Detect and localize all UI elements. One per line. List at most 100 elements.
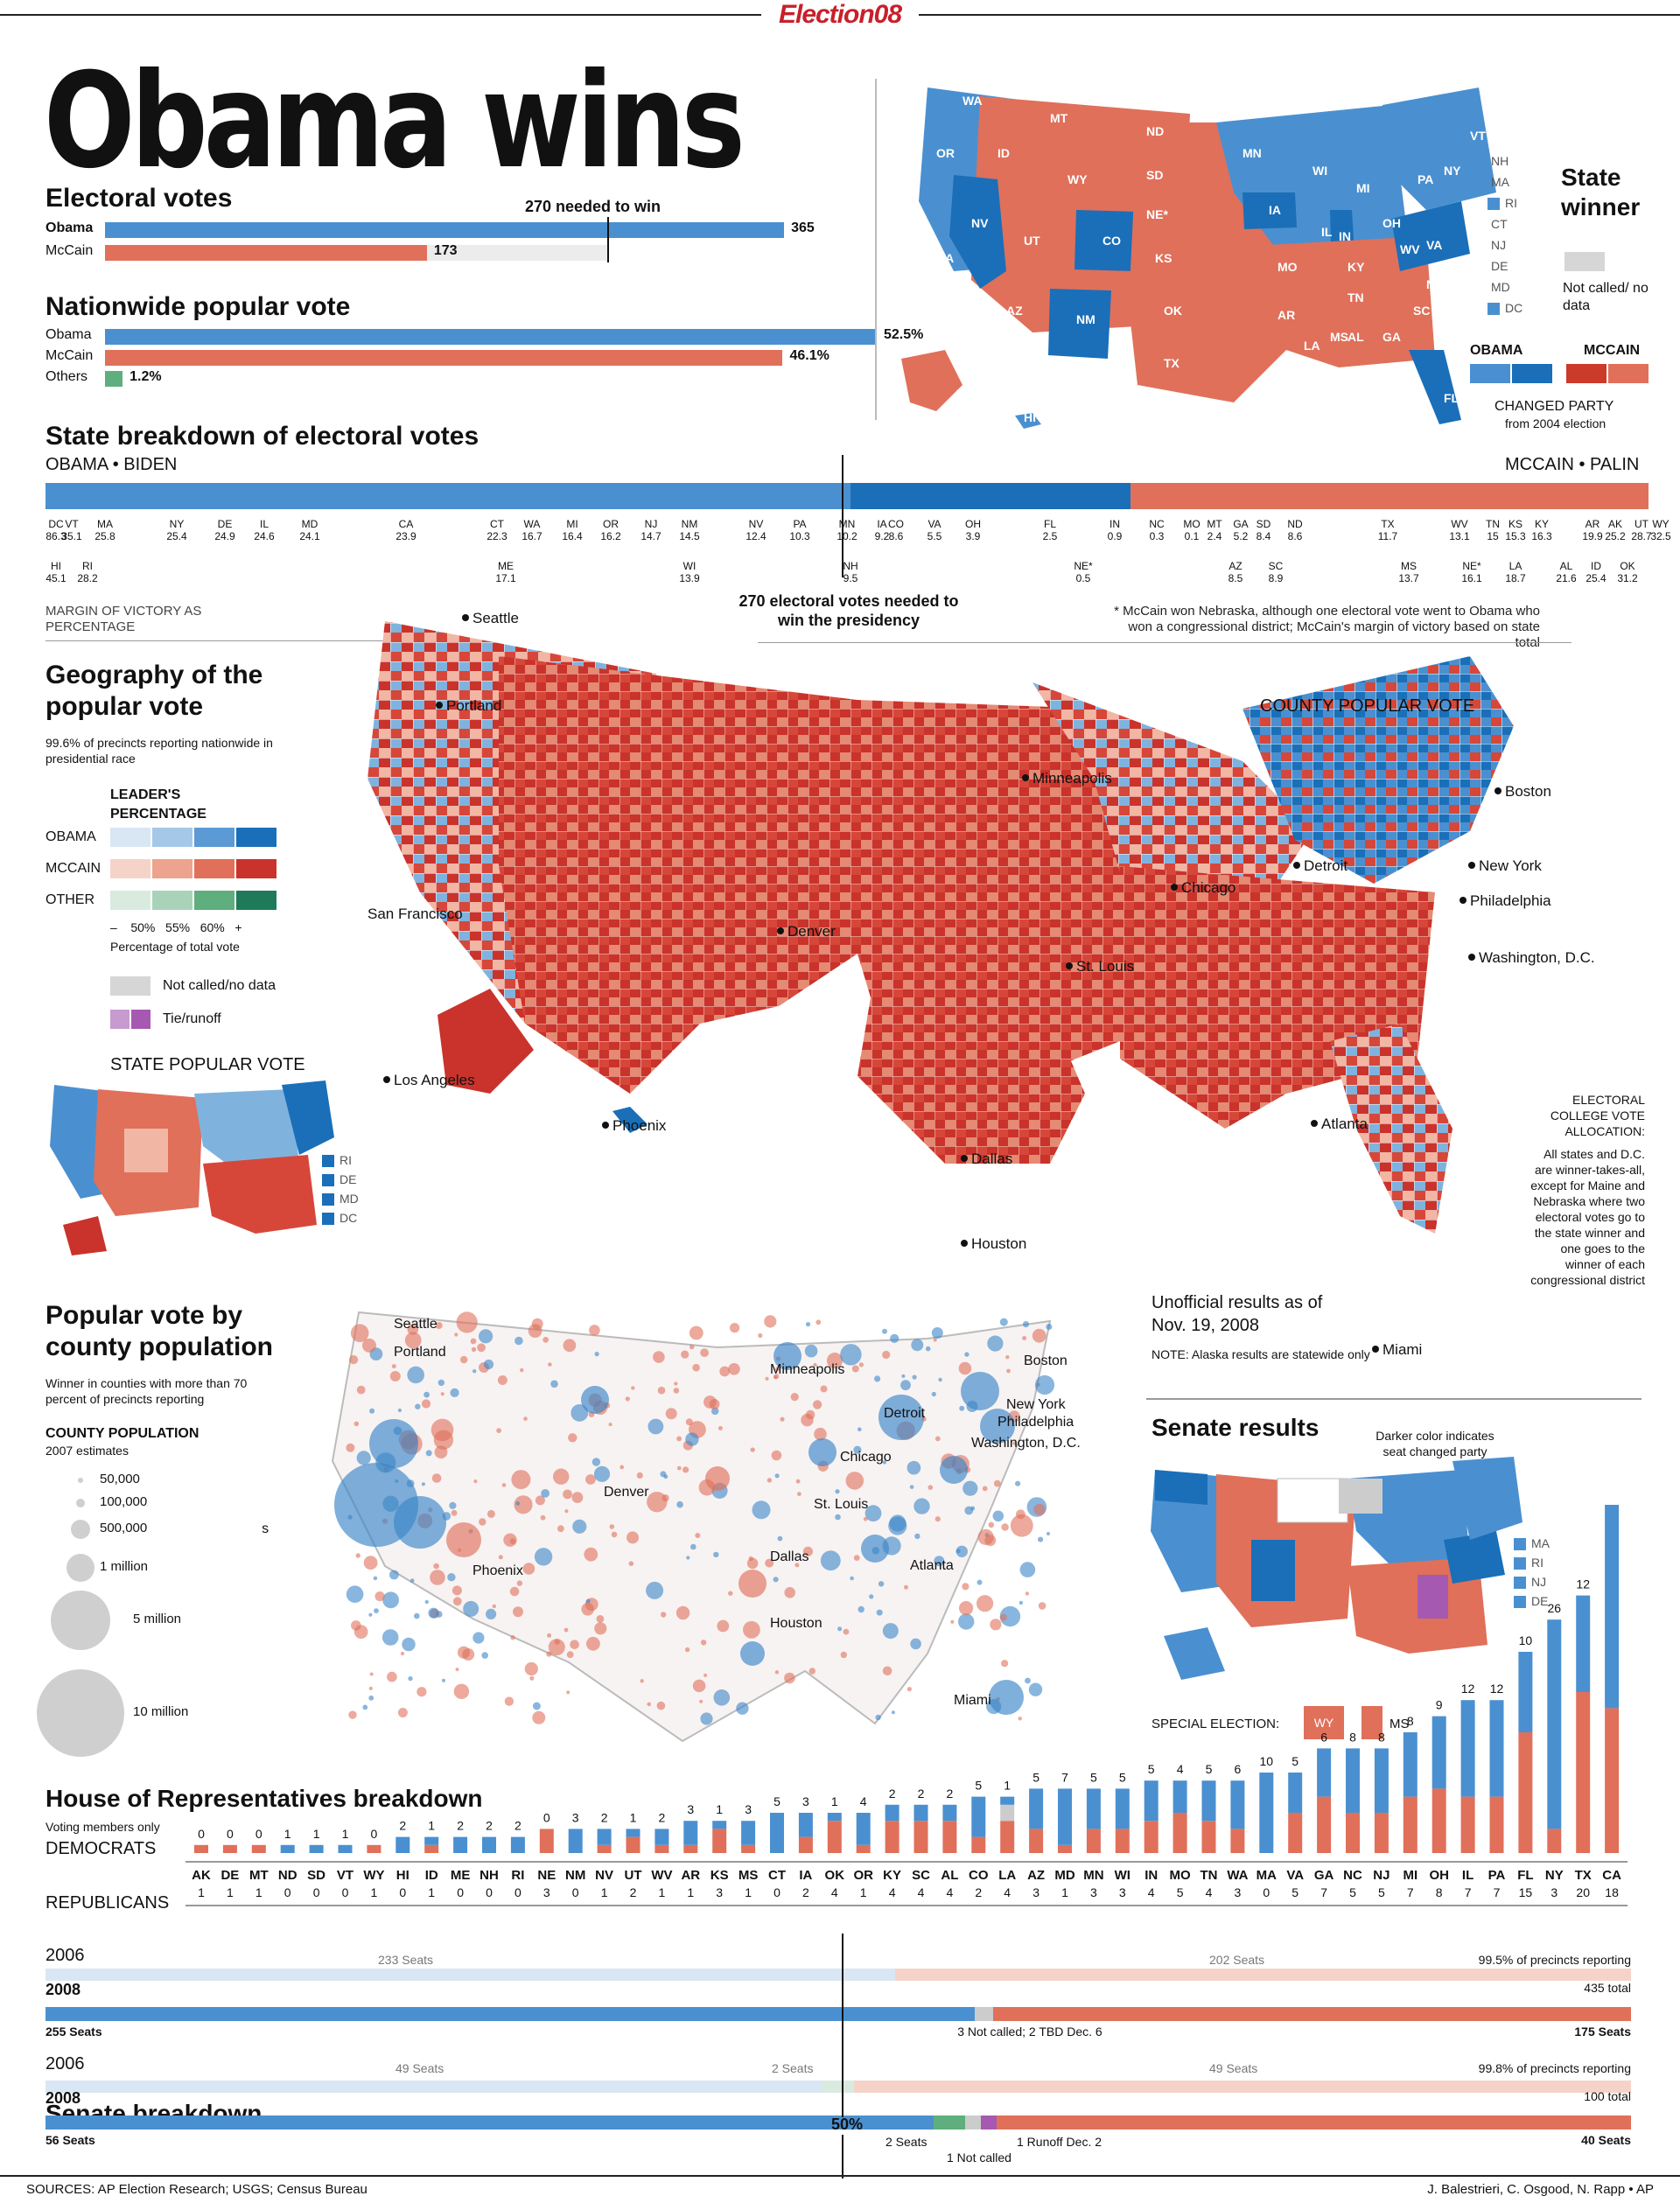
breakdown-margin: 32.5 [1650,530,1671,542]
house-bar-republican [1547,1829,1562,1853]
breakdown-margin: 0.9 [1107,530,1123,542]
breakdown-margin: 23.9 [396,530,416,542]
geo-legend-swatch [194,891,234,910]
county-pop-sub: Winner in counties with more than 70 per… [46,1376,248,1406]
county-bubble [1032,1328,1046,1343]
house-rep-value: 5 [1378,1885,1385,1899]
state-label: LA [1304,339,1320,353]
house-bar-republican [654,1844,669,1853]
breakdown-margin: 11.7 [1377,530,1398,542]
county-bubble [700,1640,707,1646]
county-bubble [1028,1682,1043,1696]
county-bubble [764,1315,777,1328]
house-rep-value: 1 [198,1885,205,1899]
county-bubble [750,1447,755,1452]
county-bubble [970,1506,976,1511]
county-bubble [1046,1324,1053,1330]
house-bar-republican [885,1821,900,1853]
breakdown-bar-obama-changed [850,483,1130,509]
state-label: OH [1382,216,1401,230]
breakdown-state: NJ [644,518,658,530]
breakdown-state: MT [1207,518,1222,530]
bubble-city-label: Miami [954,1693,991,1708]
spm-mountain-light [124,1129,168,1172]
breakdown-state: OR [603,518,619,530]
county-bubble [674,1381,678,1386]
masthead-logo: Election08 [778,0,902,29]
va-nc-changed [1391,201,1470,271]
city-bubble [878,1395,924,1440]
house-bar-democrat [1201,1780,1216,1822]
house-state-label: MN [1083,1868,1103,1883]
breakdown-state: IA [877,518,887,530]
breakdown-margin-lower: 31.2 [1617,572,1638,584]
county-bubble [869,1594,874,1599]
city-label: Houston [971,1235,1026,1252]
state-label: ID [998,146,1010,160]
house-bar-republican [1029,1829,1044,1853]
city-label: Boston [1505,783,1551,800]
house-bar-democrat [856,1813,871,1845]
state-label: KS [1155,251,1172,265]
county-bubble [1001,1660,1009,1668]
house-bar-democrat [510,1836,525,1853]
city-bubble [705,1466,730,1491]
breakdown-margin: 0.1 [1184,530,1200,542]
house-rep-value: 1 [745,1885,752,1899]
house-bar-republican [1086,1829,1101,1853]
house-bar-republican [597,1844,612,1853]
house-state-label: NJ [1373,1868,1390,1883]
house-bar-democrat [1115,1788,1130,1829]
city-dot [462,614,469,621]
county-bubble [780,1416,785,1422]
house-rep-value: 7 [1320,1885,1327,1899]
state-label: SD [1146,168,1163,182]
county-bubble [541,1489,550,1498]
house-dem-value: 1 [284,1827,291,1841]
house-dem-value: 10 [1260,1754,1274,1768]
county-bubble [933,1338,937,1342]
state-label: IL [1321,225,1333,239]
breakdown-title: State breakdown of electoral votes [46,422,480,451]
county-bubble [730,1323,740,1333]
house-rep-value: 0 [284,1885,291,1899]
house-rep-value: 5 [1349,1885,1356,1899]
house-rep-value: 8 [1436,1885,1443,1899]
pct-scale: – 50% 55% 60% + [110,920,242,934]
house-bar-democrat [1144,1780,1158,1822]
house-dem-value: 12 [1461,1682,1475,1696]
county-bubble [962,1583,970,1591]
house-rep-value: 7 [1407,1885,1414,1899]
city-bubble [989,1680,1024,1715]
county-bubble [504,1696,514,1706]
county-bubble [547,1633,552,1638]
county-bubble [684,1647,690,1653]
house-rep-value: 4 [1206,1885,1213,1899]
senate-small-label: MA [1531,1536,1550,1550]
county-bubble [999,1613,1007,1621]
center-caption: 270 electoral votes needed to win the pr… [738,592,959,629]
county-bubble [449,1501,457,1509]
county-bubble [473,1479,478,1484]
house-rep-value: 7 [1465,1885,1472,1899]
house-rep-value: 1 [659,1885,666,1899]
house-chart: 0AK10DE10MT11ND01SD01VT00WY12HI01ID12ME0… [186,1505,1628,1906]
county-bubble [958,1361,972,1375]
house-bar-democrat [712,1821,727,1829]
not-called-label: Not called/ no data [1563,281,1648,313]
house-rep-value: 0 [1263,1885,1270,1899]
county-bubble [596,1615,605,1623]
breakdown-margin: 3.9 [965,530,981,542]
popular-row-label: Others [46,369,88,384]
legend-mccain: MCCAIN [1584,343,1640,358]
county-bubble [695,1533,701,1538]
breakdown-state-lower: ME [498,560,514,572]
senate-ak [1164,1627,1225,1680]
size-label: 100,000 [100,1494,148,1509]
house-bar-democrat [1086,1788,1101,1829]
county-bubble [774,1375,778,1380]
breakdown-margin-lower: 9.5 [843,572,858,584]
house-dem-value: 1 [716,1802,723,1816]
house-rep-value: 1 [601,1885,608,1899]
city-bubble [961,1372,999,1410]
